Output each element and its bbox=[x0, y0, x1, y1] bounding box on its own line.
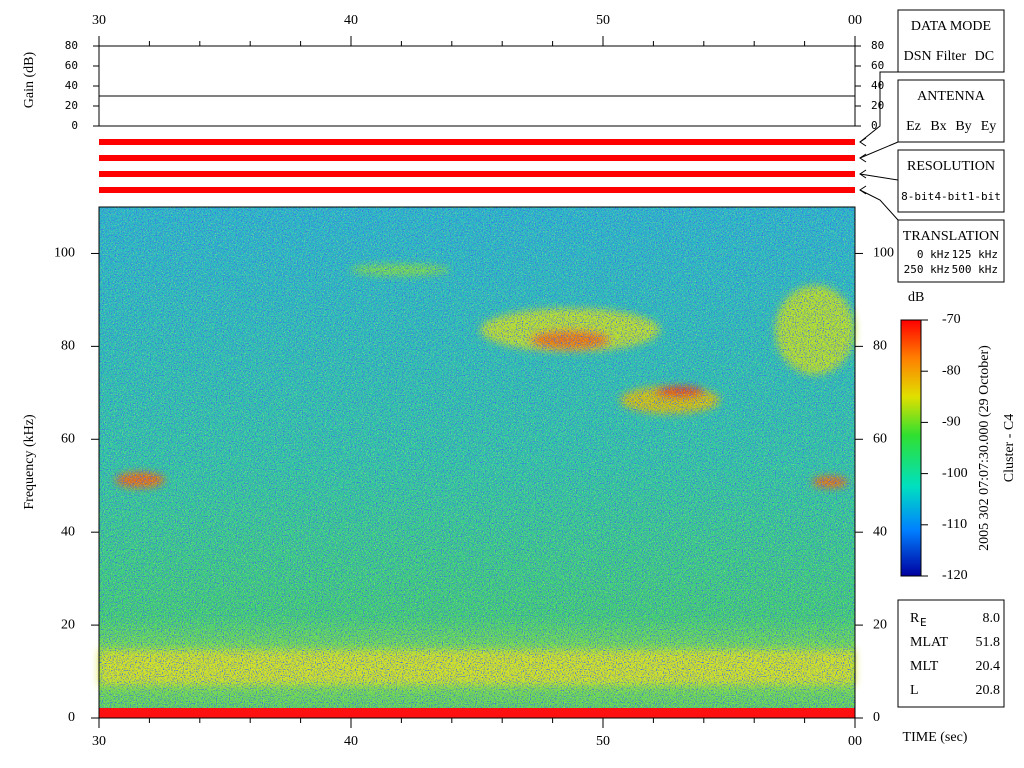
caption-date: 2005 302 07:07:30.000 (29 October) bbox=[977, 345, 992, 551]
gain-tick-label-right: 80 bbox=[871, 39, 884, 52]
ephemeris-label: R bbox=[910, 611, 920, 626]
box-option: 1-bit bbox=[968, 190, 1001, 203]
ephemeris-label: L bbox=[910, 683, 919, 698]
info-boxes bbox=[897, 9, 1005, 708]
gain-ylabel: Gain (dB) bbox=[22, 51, 37, 108]
y-tick-label-right: 100 bbox=[873, 246, 894, 261]
gain-tick-label: 60 bbox=[65, 59, 78, 72]
ephemeris-value: 20.8 bbox=[976, 683, 1001, 698]
x-tick-label-top: 30 bbox=[92, 13, 106, 28]
colorbar-tick-label: -110 bbox=[942, 517, 967, 532]
box-title: TRANSLATION bbox=[903, 229, 999, 244]
colorbar-tick-label: -90 bbox=[942, 415, 961, 430]
gain-tick-label-right: 0 bbox=[871, 119, 878, 132]
ephemeris-value: 51.8 bbox=[976, 635, 1001, 650]
colorbar-label: dB bbox=[908, 290, 924, 305]
ephemeris-value: 8.0 bbox=[983, 611, 1001, 626]
box-option: Ey bbox=[981, 119, 997, 134]
y-tick-label-right: 60 bbox=[873, 431, 887, 446]
gain-tick-label-right: 60 bbox=[871, 59, 884, 72]
y-tick-label-right: 0 bbox=[873, 710, 880, 725]
gain-tick-label: 20 bbox=[65, 99, 78, 112]
box-option: DSN bbox=[904, 49, 932, 64]
y-tick-label: 80 bbox=[61, 339, 75, 354]
x-tick-label: 00 bbox=[848, 734, 862, 749]
box-option: 4-bit bbox=[934, 190, 967, 203]
y-tick-label: 20 bbox=[61, 617, 75, 632]
ephemeris-sub: E bbox=[920, 616, 927, 629]
x-tick-label: 40 bbox=[344, 734, 358, 749]
box-option: 125 kHz bbox=[952, 248, 998, 261]
colorbar bbox=[900, 319, 922, 577]
box-option: 500 kHz bbox=[952, 263, 998, 276]
ephemeris-value: 20.4 bbox=[976, 659, 1001, 674]
box-option: Ez bbox=[906, 119, 921, 134]
gain-tick-label-right: 40 bbox=[871, 79, 884, 92]
y-tick-label: 60 bbox=[61, 431, 75, 446]
status-bars bbox=[99, 139, 855, 193]
leaders bbox=[859, 71, 899, 221]
y-tick-label: 40 bbox=[61, 524, 75, 539]
box-option: DC bbox=[975, 49, 994, 64]
box-title: DATA MODE bbox=[911, 19, 991, 34]
gain-tick-label: 80 bbox=[65, 39, 78, 52]
gain-frame bbox=[98, 45, 856, 127]
y-axis-label: Frequency (kHz) bbox=[22, 414, 37, 510]
colorbar-tick-label: -80 bbox=[942, 363, 961, 378]
box-title: ANTENNA bbox=[917, 89, 986, 104]
y-tick-label-right: 80 bbox=[873, 339, 887, 354]
gain-tick-label-right: 20 bbox=[871, 99, 884, 112]
x-tick-label-top: 00 bbox=[848, 13, 862, 28]
y-tick-label-right: 40 bbox=[873, 524, 887, 539]
colorbar-tick-label: -100 bbox=[942, 466, 968, 481]
x-tick-label: 50 bbox=[596, 734, 610, 749]
x-axis-label: TIME (sec) bbox=[903, 730, 968, 745]
box-option: Bx bbox=[930, 119, 946, 134]
ephemeris-label: MLAT bbox=[910, 635, 949, 650]
y-tick-label: 0 bbox=[68, 710, 75, 725]
box-option: 0 kHz bbox=[917, 248, 950, 261]
colorbar-tick-label: -120 bbox=[942, 568, 968, 583]
gain-tick-label: 0 bbox=[71, 119, 78, 132]
colorbar-tick-label: -70 bbox=[942, 312, 961, 327]
spectrogram-image bbox=[99, 207, 855, 718]
x-tick-label: 30 bbox=[92, 734, 106, 749]
y-tick-label-right: 20 bbox=[873, 617, 887, 632]
ephemeris-label: MLT bbox=[910, 659, 939, 674]
gain-tick-label: 40 bbox=[65, 79, 78, 92]
box-option: 8-bit bbox=[901, 190, 934, 203]
x-tick-label-top: 40 bbox=[344, 13, 358, 28]
box-title: RESOLUTION bbox=[907, 159, 995, 174]
y-tick-label: 100 bbox=[54, 246, 75, 261]
box-option: By bbox=[955, 119, 971, 134]
box-option: Filter bbox=[936, 49, 967, 64]
box-option: 250 kHz bbox=[904, 263, 950, 276]
plot-frame bbox=[98, 206, 856, 719]
caption-spacecraft: Cluster - C4 bbox=[1002, 414, 1017, 482]
x-tick-label-top: 50 bbox=[596, 13, 610, 28]
